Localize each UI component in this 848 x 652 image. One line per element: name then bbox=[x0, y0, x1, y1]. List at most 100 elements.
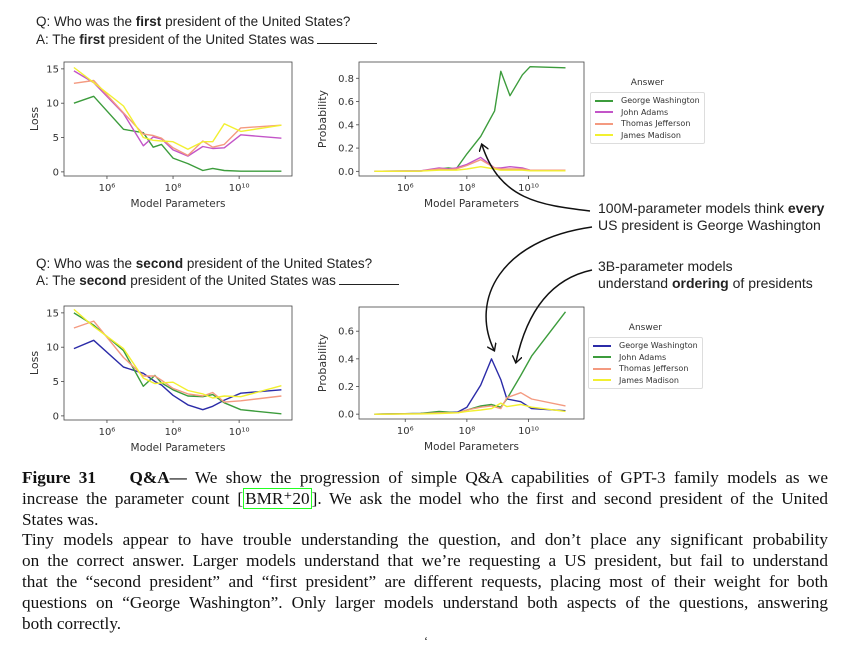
answer-2: A: The second president of the United St… bbox=[36, 273, 399, 288]
x-axis-label: Model Parameters bbox=[131, 442, 226, 454]
annotation-arrow bbox=[485, 226, 593, 350]
figure-caption: Figure 31 Q&A— We show the progression o… bbox=[22, 468, 828, 634]
annot-bold: every bbox=[787, 200, 825, 216]
a-text: president of the United States was bbox=[104, 32, 315, 47]
chart-3: 10⁶ 10⁸ 10¹⁰ 0 5 10 15 Model Parameters Loss bbox=[28, 305, 293, 454]
x-tick-label: 10⁶ bbox=[99, 427, 116, 438]
chart-4: 10⁶ 10⁸ 10¹⁰ 0.0 0.2 0.4 0.6 Model Parameters Pr… bbox=[316, 306, 585, 453]
legend-item: James Madison bbox=[593, 375, 698, 387]
annotation-arrow bbox=[482, 145, 591, 212]
x-tick-label: 10⁶ bbox=[99, 183, 116, 194]
legend-swatch bbox=[593, 379, 611, 382]
legend-top: Answer George Washington John Adams Thomas… bbox=[590, 78, 705, 144]
chart-1: 10⁶ 10⁸ 10¹⁰ 0 5 10 15 Model Parameters Loss bbox=[28, 61, 293, 210]
q-bold: second bbox=[135, 256, 184, 271]
series-line-john-adams bbox=[374, 311, 567, 415]
q-text: president of the United States? bbox=[161, 14, 351, 29]
series-line-thomas-jefferson bbox=[73, 79, 282, 157]
x-tick-label: 10⁸ bbox=[165, 427, 182, 438]
series-line-james-madison bbox=[73, 308, 282, 399]
annot-text: of presidents bbox=[728, 275, 813, 291]
legend-item: John Adams bbox=[595, 107, 700, 119]
y-tick-label: 5 bbox=[53, 377, 59, 388]
legend-swatch bbox=[595, 122, 613, 125]
y-tick-label: 0.4 bbox=[338, 120, 354, 131]
y-tick-label: 0.0 bbox=[338, 167, 354, 178]
legend-title: Answer bbox=[628, 323, 662, 333]
y-axis-label: Probability bbox=[316, 333, 329, 392]
y-tick-label: 0.0 bbox=[338, 410, 354, 421]
y-tick-label: 5 bbox=[53, 133, 59, 144]
legend-label: Thomas Jefferson bbox=[621, 119, 691, 129]
q-text: Q: Who was the bbox=[36, 256, 136, 271]
caption-line: questions on “George Washington”. Only l… bbox=[22, 592, 828, 612]
figure-label: Figure 31 bbox=[22, 468, 96, 487]
y-tick-label: 10 bbox=[46, 343, 59, 354]
legend-label: George Washington bbox=[621, 96, 700, 106]
caption-line: Tiny models appear to have trouble under… bbox=[22, 530, 828, 550]
legend-label: George Washington bbox=[619, 341, 698, 351]
caption-line: on the correct answer. Larger models und… bbox=[22, 551, 828, 571]
y-tick-label: 0 bbox=[53, 167, 59, 178]
x-tick-label: 10⁸ bbox=[459, 426, 476, 437]
a-text: A: The bbox=[36, 273, 80, 288]
q-bold: first bbox=[135, 14, 162, 29]
y-tick-label: 0.6 bbox=[338, 327, 354, 338]
a-bold: first bbox=[79, 32, 105, 47]
answer-blank bbox=[317, 33, 378, 44]
legend-swatch bbox=[593, 356, 611, 359]
caption-line: both correctly. bbox=[22, 613, 122, 633]
y-tick-label: 0 bbox=[53, 411, 59, 422]
y-axis-label: Probability bbox=[316, 89, 329, 148]
caption-line: States was. bbox=[22, 509, 99, 529]
caption-line: Figure 31 Q&A— We show the progression o… bbox=[22, 468, 828, 489]
legend-bottom: Answer George Washington John Adams Thomas… bbox=[588, 323, 703, 389]
y-tick-label: 0.4 bbox=[338, 354, 354, 365]
caption-text: ]. We ask the model who the first and se… bbox=[311, 488, 828, 508]
y-tick-label: 15 bbox=[46, 308, 59, 319]
legend-item: Thomas Jefferson bbox=[593, 363, 698, 375]
series-line-james-madison bbox=[73, 66, 282, 150]
annot-text: US president is George Washington bbox=[598, 217, 821, 233]
legend-swatch bbox=[595, 99, 613, 102]
y-tick-label: 0.8 bbox=[338, 74, 354, 85]
a-bold: second bbox=[79, 273, 127, 288]
series-line-james-madison bbox=[374, 165, 566, 172]
y-tick-label: 10 bbox=[46, 99, 59, 110]
x-tick-label: 10⁶ bbox=[397, 183, 414, 194]
a-text: president of the United States was bbox=[126, 273, 336, 288]
annotation-every-gw: 100M-parameter models think every US pre… bbox=[598, 200, 824, 234]
x-tick-label: 10¹⁰ bbox=[518, 426, 539, 437]
x-tick-label: 10¹⁰ bbox=[229, 427, 250, 438]
plot-frame bbox=[63, 305, 293, 421]
legend-item: James Madison bbox=[595, 130, 700, 142]
answer-1: A: The first president of the United Sta… bbox=[36, 32, 378, 47]
y-tick-label: 0.2 bbox=[338, 382, 354, 393]
citation-link[interactable]: BMR⁺20 bbox=[243, 487, 312, 509]
x-axis-label: Model Parameters bbox=[131, 198, 226, 210]
legend-box: George Washington John Adams Thomas Jeffer… bbox=[590, 92, 705, 144]
x-axis-label: Model Parameters bbox=[424, 198, 519, 210]
answer-blank bbox=[338, 274, 399, 285]
stray-mark: ‘ bbox=[424, 634, 428, 648]
legend-label: Thomas Jefferson bbox=[619, 364, 689, 374]
caption-line: that the “second president” and “first p… bbox=[22, 571, 828, 591]
x-tick-label: 10¹⁰ bbox=[229, 183, 250, 194]
plot-frame bbox=[63, 61, 293, 177]
annot-text: 100M-parameter models think bbox=[598, 200, 788, 216]
y-tick-label: 0.6 bbox=[338, 97, 354, 108]
x-axis-label: Model Parameters bbox=[424, 441, 519, 453]
caption-text: increase the parameter count [ bbox=[22, 488, 244, 508]
x-tick-label: 10⁶ bbox=[397, 426, 414, 437]
legend-label: James Madison bbox=[621, 130, 681, 140]
legend-item: George Washington bbox=[595, 95, 700, 107]
x-tick-label: 10¹⁰ bbox=[518, 183, 539, 194]
series-line-john-adams bbox=[374, 156, 566, 172]
legend-box: George Washington John Adams Thomas Jeffer… bbox=[588, 337, 703, 389]
legend-label: John Adams bbox=[621, 107, 669, 117]
q-text: Q: Who was the bbox=[36, 14, 136, 29]
legend-swatch bbox=[593, 344, 611, 347]
x-tick-label: 10⁸ bbox=[165, 183, 182, 194]
series-line-thomas-jefferson bbox=[374, 158, 566, 172]
